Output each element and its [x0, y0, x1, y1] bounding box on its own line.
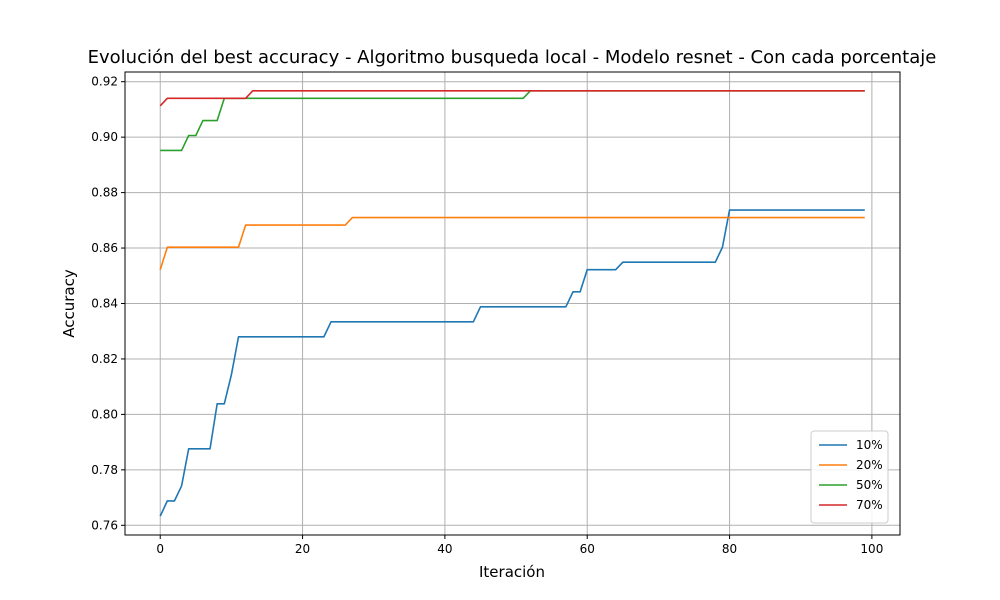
legend-box	[810, 430, 889, 524]
y-tick-label: 0.80	[91, 407, 118, 421]
legend-label: 10%	[856, 438, 883, 452]
x-axis-label: Iteración	[479, 563, 545, 581]
y-tick-label: 0.92	[91, 75, 118, 89]
legend-label: 50%	[856, 478, 883, 492]
series-line-50pct	[160, 90, 865, 152]
series-line-70pct	[159, 90, 865, 107]
y-tick-label: 0.76	[91, 518, 118, 532]
y-tick-label: 0.78	[91, 463, 118, 477]
x-tick-label: 60	[580, 542, 595, 556]
series-line-10pct	[159, 209, 865, 517]
legend: 10% 20% 50% 70%	[810, 430, 889, 524]
x-tick-label: 100	[860, 542, 883, 556]
grid-lines	[125, 72, 900, 535]
x-tick-label: 0	[156, 542, 164, 556]
y-tick-label: 0.88	[91, 186, 118, 200]
y-axis-label: Accuracy	[60, 269, 78, 338]
y-tick-label: 0.86	[91, 241, 118, 255]
y-tick-label: 0.82	[91, 352, 118, 366]
y-tick-label: 0.84	[91, 297, 118, 311]
chart-title: Evolución del best accuracy - Algoritmo …	[88, 47, 937, 68]
x-tick-label: 40	[437, 542, 452, 556]
series-line-20pct	[159, 216, 865, 270]
legend-label: 70%	[856, 498, 883, 512]
y-tick-label: 0.90	[91, 130, 118, 144]
series-lines	[159, 90, 865, 517]
x-tick-label: 20	[295, 542, 310, 556]
axis-ticks: 0 20 40 60 80 100 0.76 0.78 0.80 0.82 0.84 0.86 0.88…	[91, 75, 883, 556]
legend-label: 20%	[856, 458, 883, 472]
x-tick-label: 80	[722, 542, 737, 556]
